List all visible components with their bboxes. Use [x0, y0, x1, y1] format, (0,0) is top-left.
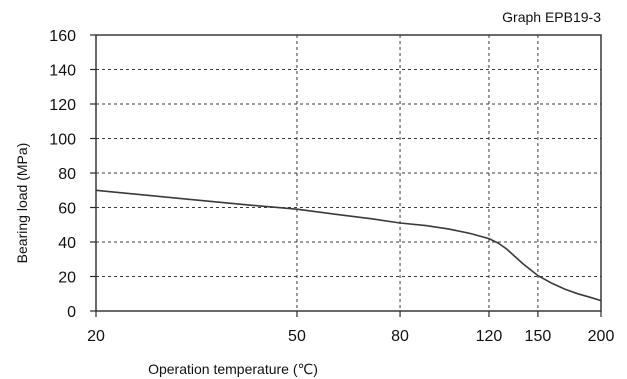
- x-axis-label: Operation temperature (℃): [148, 361, 318, 377]
- x-tick-label: 20: [87, 328, 105, 345]
- y-axis-label: Bearing load (MPa): [14, 143, 30, 264]
- x-tick-label: 80: [391, 328, 409, 345]
- x-tick-label: 200: [588, 328, 615, 345]
- grid: [96, 35, 601, 311]
- y-tick-label: 0: [67, 304, 76, 321]
- y-tick-label: 120: [49, 97, 76, 114]
- series-layer: [95, 189, 602, 302]
- y-tick-label: 100: [49, 132, 76, 149]
- y-tick-label: 140: [49, 63, 76, 80]
- y-tick-label: 160: [49, 28, 76, 45]
- axis-ticks: 0 20 40 60 80 100 120 140 160 20 50 80 120 150 200: [49, 28, 614, 345]
- plot-frame: [95, 34, 602, 312]
- y-tick-label: 80: [58, 166, 76, 183]
- x-tick-label: 50: [288, 328, 306, 345]
- y-tick-label: 20: [58, 270, 76, 287]
- chart-title: Graph EPB19-3: [502, 9, 601, 25]
- x-tick-label: 150: [525, 328, 552, 345]
- x-tick-label: 120: [476, 328, 503, 345]
- series-line: [95, 189, 602, 302]
- y-tick-label: 60: [58, 201, 76, 218]
- y-tick-label: 40: [58, 235, 76, 252]
